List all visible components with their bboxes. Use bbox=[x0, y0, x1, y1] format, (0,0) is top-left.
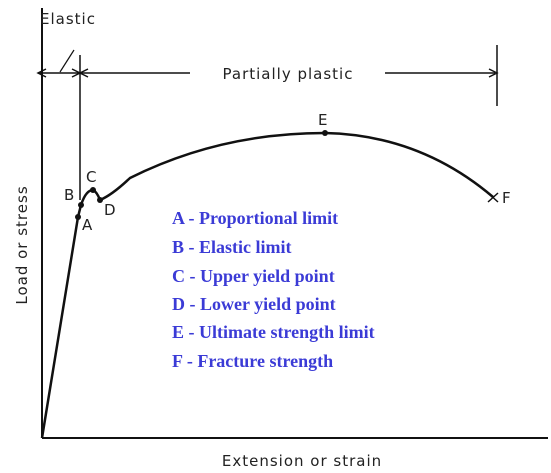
x-axis-label: Extension or strain bbox=[222, 452, 382, 470]
legend-item: F - Fracture strength bbox=[172, 351, 333, 371]
point-marker bbox=[75, 214, 81, 220]
arrow-head bbox=[36, 68, 47, 78]
plastic-label: Partially plastic bbox=[223, 65, 354, 83]
point-label: A bbox=[82, 216, 93, 234]
legend-item: B - Elastic limit bbox=[172, 237, 292, 257]
point-label: F bbox=[502, 189, 512, 207]
point-marker bbox=[78, 202, 84, 208]
point-label: C bbox=[86, 168, 97, 186]
elastic-label: Elastic bbox=[40, 10, 96, 28]
arrow-head bbox=[488, 68, 499, 78]
y-axis-label: Load or stress bbox=[13, 185, 31, 304]
legend-item: A - Proportional limit bbox=[172, 208, 338, 228]
point-marker bbox=[90, 187, 96, 193]
point-label: D bbox=[104, 201, 117, 219]
point-marker bbox=[322, 130, 328, 136]
arrow-head bbox=[78, 68, 89, 78]
legend-item: D - Lower yield point bbox=[172, 294, 336, 314]
fracture-mark bbox=[487, 192, 499, 203]
elastic-pointer bbox=[59, 49, 75, 73]
legend-item: E - Ultimate strength limit bbox=[172, 322, 375, 342]
point-marker bbox=[97, 197, 103, 203]
point-label: B bbox=[64, 186, 75, 204]
point-label: E bbox=[318, 111, 328, 129]
legend-item: C - Upper yield point bbox=[172, 266, 335, 286]
